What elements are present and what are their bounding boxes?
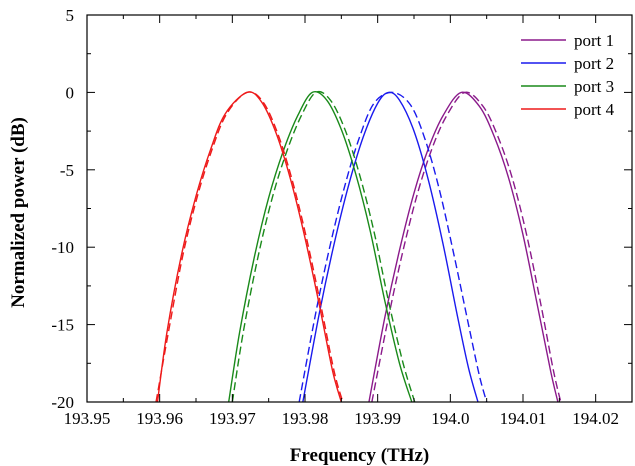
y-tick-label: -5 xyxy=(60,161,74,180)
legend-label: port 4 xyxy=(574,100,615,119)
y-axis: -20 -15 -10 -5 0 5 xyxy=(51,6,632,412)
legend-label: port 1 xyxy=(574,31,614,50)
series-port-3-dashed xyxy=(231,90,416,403)
legend: port 1 port 2 port 3 port 4 xyxy=(521,31,615,119)
x-tick-label: 193.99 xyxy=(354,409,401,428)
plot-content xyxy=(155,90,562,403)
series-port-4-dashed xyxy=(155,91,344,403)
x-axis: 193.95 193.96 193.97 193.98 193.99 194.0 194.0… xyxy=(64,15,619,428)
series-port-1-dashed xyxy=(371,91,562,403)
series-port-4-solid xyxy=(156,91,343,403)
x-tick-label: 194.0 xyxy=(431,409,469,428)
x-tick-label: 194.01 xyxy=(500,409,547,428)
legend-label: port 2 xyxy=(574,54,614,73)
y-tick-label: 0 xyxy=(66,83,75,102)
x-axis-label: Frequency (THz) xyxy=(290,445,430,466)
legend-label: port 3 xyxy=(574,77,614,96)
x-tick-label: 193.96 xyxy=(136,409,183,428)
plot-frame xyxy=(86,14,633,403)
y-tick-label: -10 xyxy=(51,238,74,257)
x-tick-label: 194.02 xyxy=(572,409,619,428)
series-port-1-solid xyxy=(368,91,559,403)
x-tick-label: 193.98 xyxy=(282,409,329,428)
y-tick-label: 5 xyxy=(66,6,75,25)
x-tick-label: 193.97 xyxy=(209,409,256,428)
y-axis-label: Normalized power (dB) xyxy=(8,117,29,308)
y-tick-label: -20 xyxy=(51,393,74,412)
x-tick-label: 193.95 xyxy=(64,409,111,428)
series-port-3-solid xyxy=(228,90,413,403)
y-tick-label: -15 xyxy=(51,316,74,335)
series-port-2-solid xyxy=(302,91,479,403)
series-port-2-dashed xyxy=(298,91,488,403)
